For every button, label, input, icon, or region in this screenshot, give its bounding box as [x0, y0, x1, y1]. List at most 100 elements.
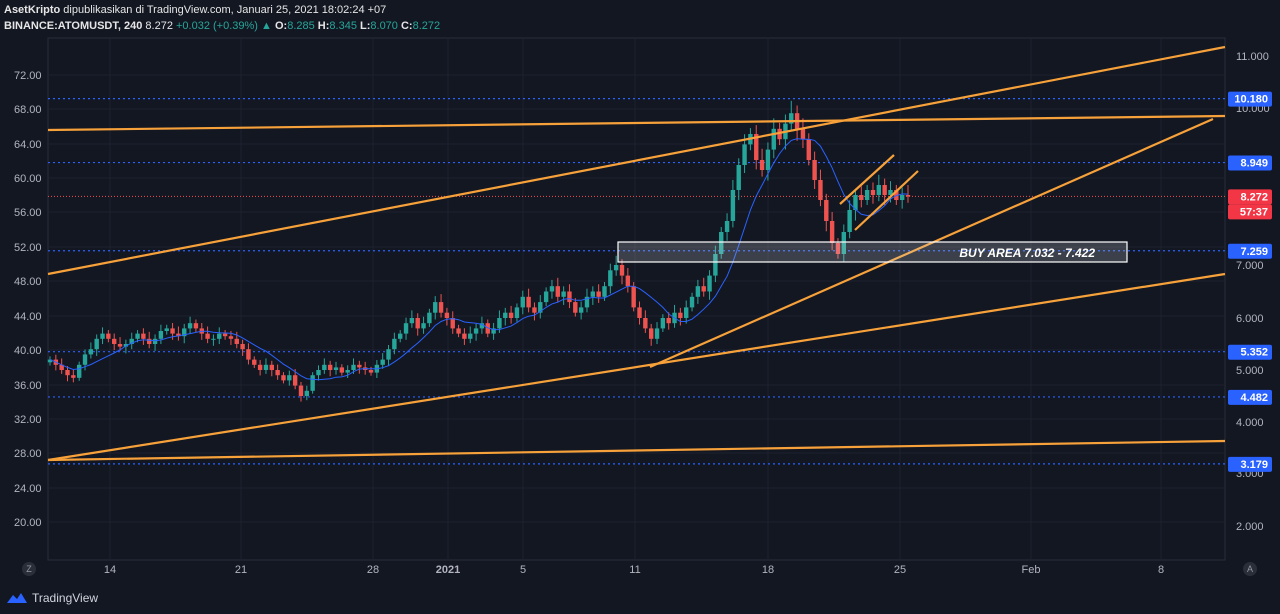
candle — [398, 330, 403, 343]
svg-text:3.179: 3.179 — [1240, 459, 1268, 471]
candle — [532, 302, 537, 321]
candle — [152, 334, 158, 351]
candle — [736, 158, 741, 201]
candle — [520, 290, 525, 315]
candle — [117, 337, 123, 351]
low-value: 8.070 — [370, 20, 398, 32]
candle — [894, 184, 899, 205]
candle — [812, 151, 817, 190]
right-axis-label: 4.000 — [1236, 417, 1264, 429]
candle — [88, 342, 94, 359]
candle — [438, 294, 444, 318]
symbol-label[interactable]: BINANCE:ATOMUSDT, 240 — [4, 20, 143, 32]
time-axis-label: Feb — [1022, 564, 1041, 576]
candle — [141, 328, 146, 345]
candle — [596, 284, 601, 303]
auto-scale-button[interactable]: A — [1243, 562, 1257, 576]
tradingview-logo[interactable]: TradingView — [6, 591, 98, 605]
candle — [281, 372, 286, 384]
right-axis-label: 6.000 — [1236, 313, 1264, 325]
svg-text:5.352: 5.352 — [1240, 347, 1268, 359]
left-axis-label: 48.00 — [14, 276, 42, 288]
time-axis-label: 25 — [894, 564, 906, 576]
candle — [269, 360, 274, 377]
candle — [357, 360, 362, 374]
candle — [625, 268, 631, 293]
left-axis-label: 64.00 — [14, 139, 42, 151]
candle — [106, 330, 111, 343]
close-label: C: — [400, 20, 413, 32]
close-value: 8.272 — [412, 20, 441, 32]
candle — [187, 316, 193, 334]
candle — [695, 279, 701, 304]
trendline — [47, 272, 1226, 462]
buy-area-box[interactable]: BUY AREA 7.032 - 7.422 — [617, 241, 1128, 263]
svg-text:57:37: 57:37 — [1240, 206, 1268, 218]
candle — [327, 360, 333, 377]
candle — [257, 360, 263, 376]
candle — [590, 286, 596, 305]
candle — [71, 369, 76, 383]
level-badge: 4.482 — [1228, 389, 1272, 405]
candle — [222, 330, 228, 340]
countdown-badge: 57:37 — [1228, 204, 1272, 220]
candle — [94, 334, 99, 356]
candle — [333, 361, 339, 375]
candle — [246, 343, 251, 365]
left-axis-label: 56.00 — [14, 207, 42, 219]
candle — [468, 326, 473, 344]
candle — [164, 324, 169, 335]
candle — [818, 169, 823, 207]
grid-lines — [48, 38, 1225, 560]
trendlines — [47, 45, 1226, 462]
svg-text:4.482: 4.482 — [1240, 392, 1268, 404]
left-axis-label: 44.00 — [14, 311, 42, 323]
candle — [829, 211, 835, 251]
right-axis-label: 11.000 — [1236, 51, 1269, 63]
candle — [538, 295, 543, 319]
candle — [275, 364, 280, 380]
candle — [427, 308, 432, 327]
left-axis-label: 40.00 — [14, 345, 42, 357]
time-axis-label: 5 — [520, 564, 526, 576]
timezone-button[interactable]: Z — [22, 562, 36, 576]
candle — [100, 327, 105, 345]
candle — [217, 327, 222, 345]
open-label: O: — [274, 20, 288, 32]
candle — [514, 303, 520, 322]
published-text: dipublikasikan di TradingView.com, Janua… — [63, 4, 387, 16]
left-axis-label: 68.00 — [14, 104, 42, 116]
candle — [339, 364, 345, 376]
author-name[interactable]: AsetKripto — [4, 4, 61, 16]
candle — [158, 324, 164, 345]
candle — [584, 288, 590, 313]
candle — [859, 186, 864, 208]
time-axis-label: 2021 — [436, 564, 460, 576]
candle — [724, 213, 730, 241]
candle — [508, 305, 514, 324]
left-axis-label: 52.00 — [14, 242, 42, 254]
candle — [759, 148, 765, 177]
candle — [310, 372, 315, 394]
left-axis-label: 20.00 — [14, 517, 42, 529]
last-price: 8.272 — [145, 20, 173, 32]
plot-area — [47, 37, 1226, 561]
svg-text:8.272: 8.272 — [1240, 191, 1268, 203]
candle — [578, 301, 584, 320]
candle — [567, 284, 572, 309]
svg-text:10.180: 10.180 — [1234, 94, 1268, 106]
candle — [205, 326, 210, 344]
candle — [176, 326, 181, 341]
trendline — [47, 114, 1226, 132]
time-axis-label: 18 — [762, 564, 774, 576]
candle — [59, 358, 64, 374]
left-axis-label: 28.00 — [14, 448, 42, 460]
candle — [415, 313, 420, 336]
candle — [689, 292, 695, 312]
level-badge: 10.180 — [1228, 91, 1272, 107]
candle — [824, 193, 829, 232]
level-badge: 5.352 — [1228, 344, 1272, 360]
open-value: 8.285 — [287, 20, 315, 32]
svg-text:7.259: 7.259 — [1240, 246, 1268, 258]
